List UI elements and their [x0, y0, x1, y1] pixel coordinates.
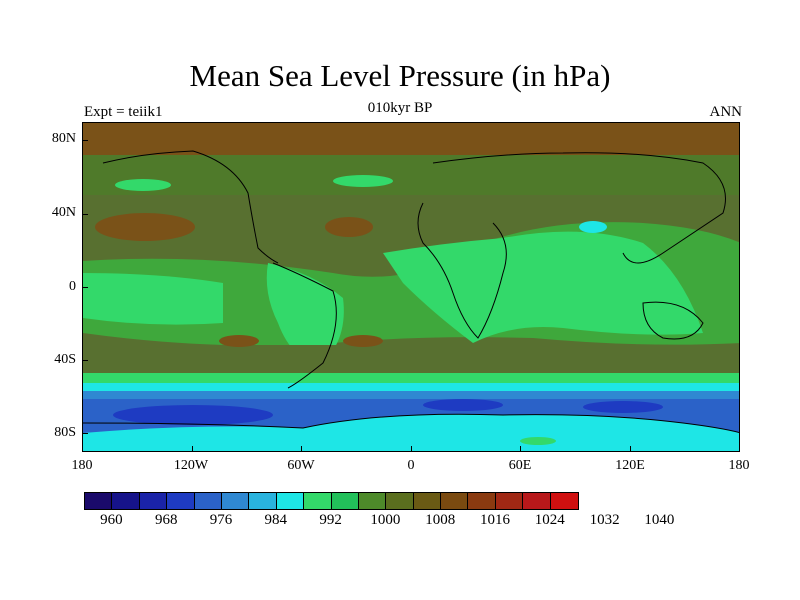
- lon-tick: [411, 446, 412, 452]
- colorbar-label: 984: [264, 512, 288, 528]
- antarctica: [83, 414, 739, 451]
- lat-tick: [82, 433, 88, 434]
- colorbar-swatch: [249, 493, 277, 509]
- lon-label-60w: 60W: [287, 458, 315, 473]
- colorbar-label: 992: [319, 512, 342, 528]
- colorbar-swatch: [167, 493, 195, 509]
- colorbar-label: 1032: [589, 512, 620, 528]
- antarctic-high: [520, 437, 556, 445]
- colorbar-swatch: [85, 493, 113, 509]
- so-low-1: [113, 405, 273, 425]
- atlantic-high-north: [325, 217, 373, 237]
- colorbar-swatch: [468, 493, 496, 509]
- lon-tick: [192, 446, 193, 452]
- colorbar: [84, 492, 580, 510]
- colorbar-swatch: [550, 493, 579, 509]
- atlantic-high-south: [343, 335, 383, 347]
- season-label: ANN: [709, 104, 743, 120]
- colorbar-label: 968: [154, 512, 178, 528]
- coastlines: [83, 150, 739, 433]
- so-low-3: [583, 401, 663, 413]
- pacific-high-south: [219, 335, 259, 347]
- lon-label-0: 0: [407, 458, 415, 473]
- icelandic-low: [333, 175, 393, 187]
- lat-label-40s: 40S: [54, 352, 76, 367]
- so-green: [83, 373, 739, 383]
- chart-title: Mean Sea Level Pressure (in hPa): [189, 58, 611, 93]
- colorbar-label: 1040: [644, 512, 675, 528]
- chart-subtitle: 010kyr BP: [367, 100, 433, 116]
- so-low-2: [423, 399, 503, 411]
- lat-label-0: 0: [69, 279, 76, 294]
- colorbar-label: 1016: [480, 512, 510, 528]
- lon-label-120w: 120W: [173, 458, 209, 473]
- colorbar-swatch: [386, 493, 414, 509]
- colorbar-label: 1000: [370, 512, 401, 528]
- asia-trough: [579, 221, 607, 233]
- lat-tick: [82, 287, 88, 288]
- lon-label-60e: 60E: [508, 458, 532, 473]
- lon-label-180w: 180: [71, 458, 93, 473]
- colorbar-swatch: [358, 493, 387, 509]
- colorbar-swatch: [112, 493, 140, 509]
- colorbar-swatch: [495, 493, 524, 509]
- lat-tick: [82, 360, 88, 361]
- lat-label-80s: 80S: [54, 425, 76, 440]
- lat-tick: [82, 140, 88, 141]
- so-blue1: [83, 391, 739, 399]
- lat-tick: [82, 214, 88, 215]
- experiment-label: Expt = teiik1: [84, 104, 163, 120]
- colorbar-label: 960: [100, 512, 123, 528]
- colorbar-swatch: [194, 493, 222, 509]
- north-band: [83, 155, 739, 195]
- lon-label-120e: 120E: [615, 458, 645, 473]
- lon-tick: [520, 446, 521, 452]
- colorbar-swatch: [221, 493, 250, 509]
- colorbar-swatch: [139, 493, 168, 509]
- south-america-low: [266, 263, 344, 363]
- arctic-high: [83, 123, 739, 155]
- colorbar-swatch: [304, 493, 332, 509]
- eq-pacific-low: [83, 273, 223, 325]
- map-svg: [83, 123, 739, 451]
- colorbar-label: 976: [209, 512, 233, 528]
- pacific-high-north: [95, 213, 195, 241]
- colorbar-swatch: [413, 493, 442, 509]
- lon-tick: [301, 446, 302, 452]
- colorbar-label: 1008: [425, 512, 456, 528]
- colorbar-swatch: [441, 493, 469, 509]
- lon-label-180e: 180: [728, 458, 750, 473]
- colorbar-swatch: [523, 493, 551, 509]
- lat-label-80n: 80N: [51, 131, 76, 146]
- so-cyan: [83, 383, 739, 391]
- aleutian-low: [115, 179, 171, 191]
- pressure-map: [82, 122, 740, 452]
- colorbar-swatch: [276, 493, 305, 509]
- lat-label-40n: 40N: [51, 205, 76, 220]
- lon-tick: [630, 446, 631, 452]
- africa-asia-low: [383, 231, 703, 343]
- colorbar-label: 1024: [534, 512, 565, 528]
- colorbar-swatch: [331, 493, 359, 509]
- south-band: [83, 345, 739, 375]
